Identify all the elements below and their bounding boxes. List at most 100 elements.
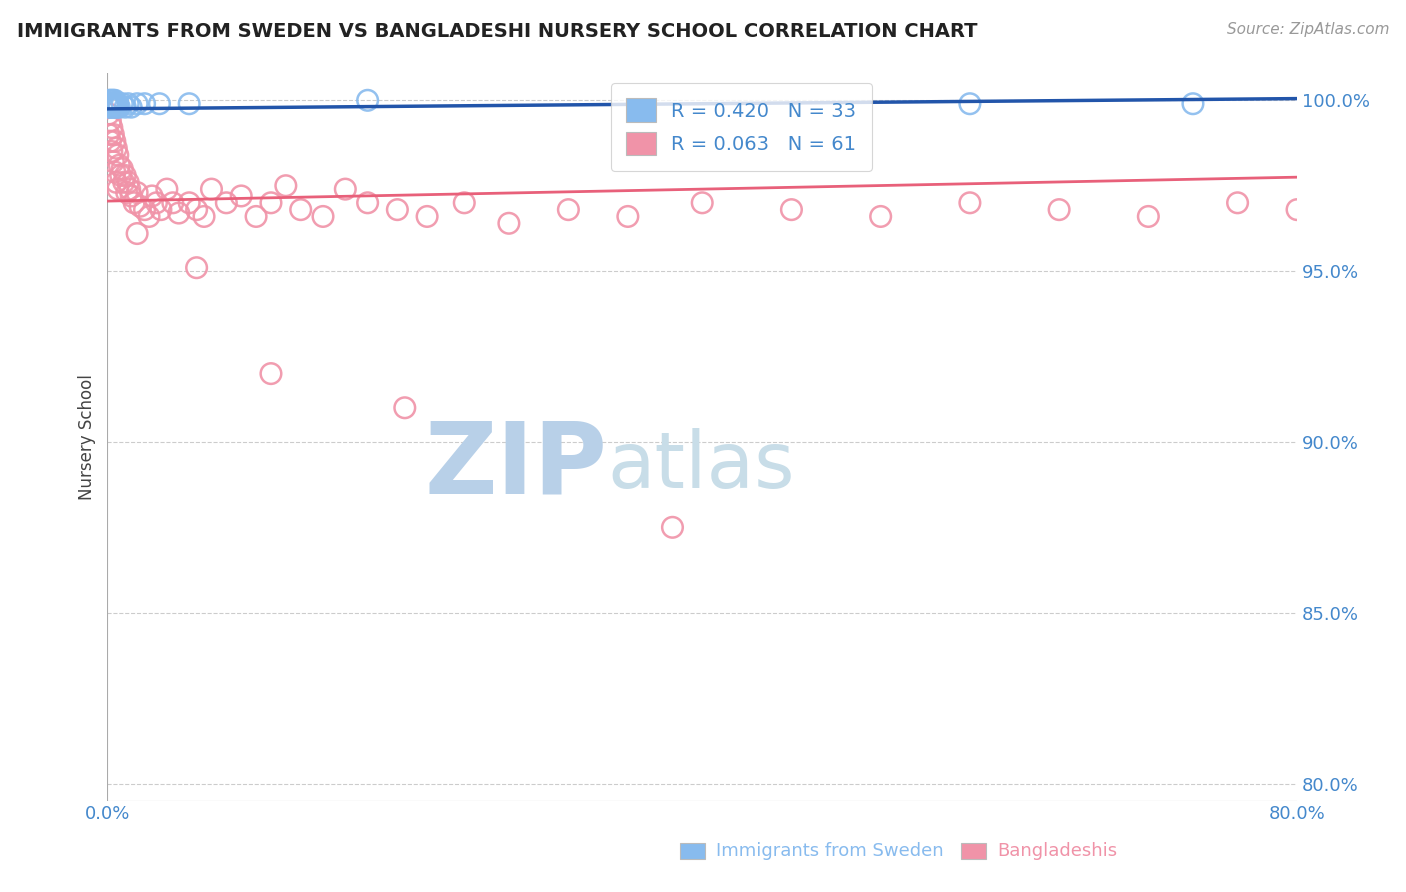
Point: [127, 227, 149, 241]
Point: [260, 195, 283, 210]
Point: [245, 210, 267, 224]
Point: [111, 161, 134, 176]
Point: [104, 96, 127, 111]
Point: [104, 134, 127, 148]
Point: [179, 195, 201, 210]
Point: [117, 96, 139, 111]
Point: [98, 93, 121, 107]
Point: [134, 96, 156, 111]
Point: [105, 175, 128, 189]
Point: [105, 141, 128, 155]
Point: [186, 202, 208, 217]
Point: [959, 96, 981, 111]
Point: [959, 195, 981, 210]
Point: [114, 169, 136, 183]
Point: [290, 202, 312, 217]
Point: [120, 100, 142, 114]
Point: [122, 195, 145, 210]
Point: [101, 96, 124, 111]
Point: [141, 189, 163, 203]
Point: [118, 182, 141, 196]
Point: [231, 189, 253, 203]
Point: [274, 178, 297, 193]
Point: [661, 520, 683, 534]
Y-axis label: Nursery School: Nursery School: [79, 374, 96, 500]
Point: [105, 100, 128, 114]
Point: [1226, 195, 1249, 210]
Point: [145, 195, 167, 210]
Legend: R = 0.420   N = 33, R = 0.063   N = 61: R = 0.420 N = 33, R = 0.063 N = 61: [610, 83, 872, 171]
Point: [200, 182, 222, 196]
Point: [98, 96, 121, 111]
Point: [110, 169, 132, 183]
Text: ZIP: ZIP: [425, 417, 607, 515]
Point: [107, 148, 129, 162]
Point: [114, 100, 136, 114]
Point: [107, 96, 129, 111]
Point: [1047, 202, 1070, 217]
Point: [416, 210, 439, 224]
Point: [179, 96, 201, 111]
Point: [356, 93, 378, 107]
Point: [103, 154, 125, 169]
Point: [97, 107, 120, 121]
Point: [104, 165, 127, 179]
Point: [108, 158, 131, 172]
Point: [103, 100, 125, 114]
Point: [193, 210, 215, 224]
Point: [186, 260, 208, 275]
Point: [215, 195, 238, 210]
Point: [1181, 96, 1204, 111]
Point: [105, 96, 128, 111]
Point: [111, 96, 134, 111]
Point: [387, 202, 409, 217]
Point: [101, 93, 124, 107]
Point: [115, 186, 138, 200]
Point: [690, 195, 713, 210]
Point: [127, 96, 149, 111]
Point: [394, 401, 416, 415]
Point: [127, 186, 149, 200]
Point: [557, 202, 579, 217]
Text: atlas: atlas: [607, 428, 794, 504]
Point: [453, 195, 475, 210]
Point: [103, 128, 125, 142]
Point: [148, 96, 170, 111]
Point: [869, 210, 891, 224]
Point: [498, 216, 520, 230]
Text: Source: ZipAtlas.com: Source: ZipAtlas.com: [1226, 22, 1389, 37]
Point: [101, 100, 124, 114]
Point: [138, 210, 160, 224]
Point: [112, 175, 135, 189]
Point: [104, 93, 127, 107]
Point: [134, 202, 156, 217]
Point: [98, 100, 121, 114]
Point: [101, 145, 124, 159]
Text: IMMIGRANTS FROM SWEDEN VS BANGLADESHI NURSERY SCHOOL CORRELATION CHART: IMMIGRANTS FROM SWEDEN VS BANGLADESHI NU…: [17, 22, 977, 41]
Point: [108, 100, 131, 114]
Point: [97, 96, 120, 111]
Point: [617, 210, 640, 224]
Point: [780, 202, 803, 217]
Point: [260, 367, 283, 381]
Point: [97, 100, 120, 114]
Text: Bangladeshis: Bangladeshis: [997, 842, 1118, 860]
Point: [103, 96, 125, 111]
Point: [101, 96, 124, 111]
Point: [97, 93, 120, 107]
Point: [117, 175, 139, 189]
Point: [312, 210, 335, 224]
Point: [97, 96, 120, 111]
Point: [129, 199, 152, 213]
Point: [356, 195, 378, 210]
Point: [156, 182, 179, 196]
Text: Immigrants from Sweden: Immigrants from Sweden: [716, 842, 943, 860]
Point: [107, 100, 129, 114]
Point: [98, 113, 121, 128]
Point: [167, 206, 190, 220]
Point: [97, 128, 120, 142]
Point: [98, 96, 121, 111]
Point: [1137, 210, 1160, 224]
Point: [98, 134, 121, 148]
Point: [120, 189, 142, 203]
